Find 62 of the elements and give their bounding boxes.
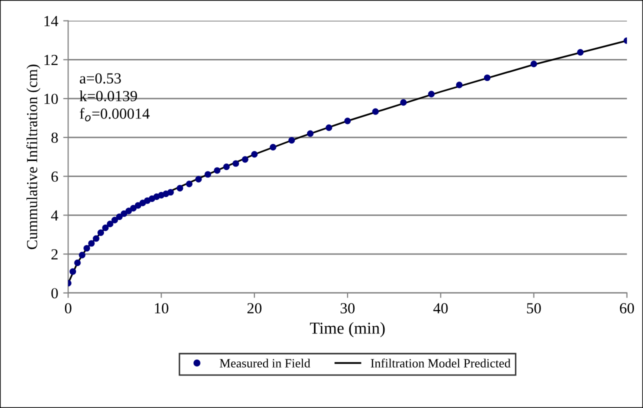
point <box>78 252 86 258</box>
point <box>251 151 258 158</box>
y-tick-label: 2 <box>51 249 58 260</box>
point <box>134 202 142 209</box>
y-tick-label: 0 <box>51 288 58 298</box>
point <box>400 99 407 106</box>
x-axis-title: Time (min) <box>310 322 385 338</box>
point <box>125 208 132 214</box>
x-tick-label: 20 <box>247 303 262 314</box>
point <box>204 171 212 178</box>
point <box>116 213 123 220</box>
point <box>186 180 193 188</box>
point <box>120 210 128 217</box>
legend-label: Measured in Field <box>220 358 310 368</box>
point <box>195 176 202 183</box>
x-tick-label: 30 <box>340 303 355 314</box>
point <box>214 167 220 174</box>
point <box>176 184 184 192</box>
y-tick-label: 6 <box>51 172 58 182</box>
legend-label: Infiltration Model Predicted <box>370 358 510 368</box>
point <box>144 197 151 204</box>
point <box>88 240 95 247</box>
point <box>577 49 584 56</box>
point <box>106 220 114 228</box>
point <box>148 195 156 202</box>
point <box>456 82 463 88</box>
x-tick-label: 60 <box>620 303 634 314</box>
point <box>97 229 104 236</box>
point <box>428 90 435 98</box>
point <box>167 188 174 196</box>
y-tick-label: 8 <box>51 132 58 143</box>
point <box>139 200 146 206</box>
point <box>242 156 248 163</box>
point <box>111 216 118 224</box>
point <box>92 235 100 242</box>
point <box>70 268 76 275</box>
y-tick-label: 10 <box>44 94 58 104</box>
annotation: f$_{o}$=0.00014 <box>80 108 150 122</box>
point <box>326 124 332 132</box>
point <box>223 163 230 170</box>
point <box>232 160 240 167</box>
annotation: k=0.0139 <box>80 90 137 102</box>
x-tick-label: 0 <box>64 303 72 314</box>
point <box>484 74 491 82</box>
point <box>130 204 137 212</box>
y-axis-title: Cummulative Infiltration (cm) <box>26 64 40 250</box>
point <box>102 224 109 232</box>
y-tick-label: 14 <box>44 16 58 26</box>
point <box>344 118 351 124</box>
point <box>288 137 295 144</box>
point <box>83 244 90 252</box>
x-tick-label: 50 <box>527 303 541 314</box>
point <box>372 108 379 115</box>
x-tick-label: 10 <box>154 303 168 314</box>
x-tick-label: 40 <box>433 303 448 314</box>
point <box>306 130 314 137</box>
y-tick-label: 4 <box>51 210 58 220</box>
point <box>270 144 276 150</box>
point <box>74 260 81 266</box>
annotation: a=0.53 <box>80 73 121 84</box>
y-tick-label: 12 <box>44 54 58 65</box>
point <box>530 60 538 68</box>
